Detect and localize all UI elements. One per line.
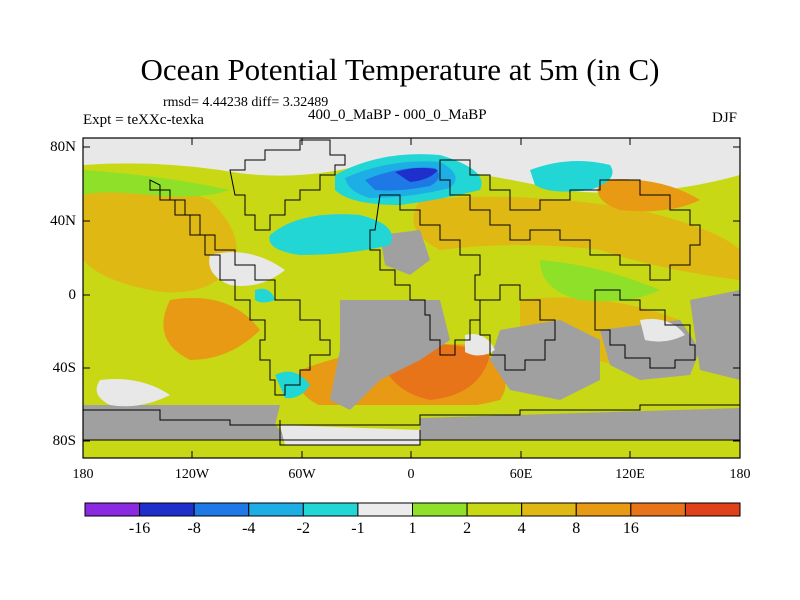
colorbar-cell [302, 502, 359, 517]
warm-patch-pacific [83, 184, 237, 293]
land-antarctic-east [420, 408, 740, 440]
neutral-patch-central [209, 252, 285, 286]
colorbar-cell [466, 502, 523, 517]
land-north-africa [380, 230, 430, 275]
warm-patch-tethys [413, 196, 740, 280]
colorbar-cell [84, 502, 141, 517]
colorbar-cell [357, 502, 413, 517]
green-band-equatorial [540, 260, 660, 302]
colorbar-label: -16 [128, 520, 151, 537]
x-tick-label: 180 [72, 467, 94, 482]
y-tick-label: 0 [68, 287, 77, 303]
neutral-patch-africa [465, 334, 495, 356]
colorbar-cell [139, 502, 195, 517]
colorbar [84, 502, 741, 517]
neutral-patch-south-pacific [96, 379, 170, 407]
y-tick-label: 40N [50, 213, 76, 229]
subtitle: 400_0_MaBP - 000_0_MaBP [308, 107, 487, 123]
season-label: DJF [712, 110, 738, 126]
warm-patch-south-pacific [163, 298, 260, 360]
colorbar-label: -2 [296, 520, 310, 537]
colorbar-cell [575, 502, 632, 517]
colorbar-label: 16 [622, 520, 639, 537]
coastline-outlines [83, 139, 740, 446]
colorbar-cell [412, 502, 468, 517]
land-antarctic-west [83, 405, 290, 440]
y-tick-label: 40S [52, 360, 76, 376]
colorbar-cell [684, 502, 741, 517]
colorbar-label: 2 [463, 520, 472, 537]
colorbar-label: 1 [408, 520, 417, 537]
x-tick-label: 60W [288, 467, 316, 482]
colorbar-label: -8 [187, 520, 201, 537]
y-axis-ticks [83, 146, 740, 442]
x-tick-label: 60E [509, 467, 533, 482]
experiment-label: Expt = teXXc-texka [83, 112, 204, 128]
colorbar-cell [630, 502, 686, 517]
stats-text: rmsd= 4.44238 diff= 3.32489 [163, 95, 329, 110]
cold-patch-atlantic [269, 214, 392, 255]
x-tick-label: 180 [729, 467, 751, 482]
colorbar-label: 8 [572, 520, 581, 537]
x-tick-label: 120E [615, 467, 645, 482]
neutral-patch-east [640, 319, 685, 342]
colorbar-cell [193, 502, 250, 517]
x-tick-label: 120W [174, 467, 210, 482]
colorbar-cell [248, 502, 304, 517]
y-tick-label: 80N [50, 139, 76, 155]
cold-patch-siberia [530, 161, 613, 192]
colorbar-label: 4 [517, 520, 526, 537]
x-axis-ticks [82, 138, 741, 458]
colorbar-label: -4 [242, 520, 256, 537]
coldest-core-north-atlantic [395, 167, 438, 182]
colorbar-label: -1 [351, 520, 365, 537]
y-tick-label: 80S [52, 433, 76, 449]
land-south-america-africa [330, 300, 450, 410]
colorbar-cell [521, 502, 577, 517]
land-australia-block [690, 290, 740, 380]
cold-spot-equatorial [255, 288, 275, 303]
x-tick-label: 0 [407, 467, 415, 482]
chart-title: Ocean Potential Temperature at 5m (in C) [140, 52, 660, 87]
map-field [83, 138, 740, 458]
